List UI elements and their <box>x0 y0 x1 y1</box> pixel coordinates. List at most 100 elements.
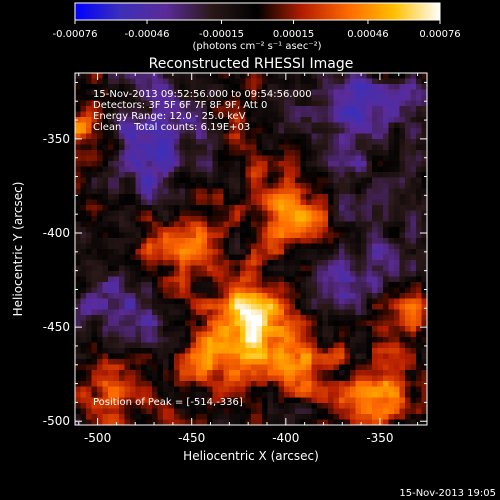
heatmap-cell <box>75 381 82 388</box>
heatmap-cell <box>311 375 318 382</box>
heatmap-cell <box>405 155 412 162</box>
heatmap-cell <box>366 84 373 91</box>
heatmap-cell <box>262 150 269 157</box>
heatmap-cell <box>102 348 109 355</box>
heatmap-cell <box>344 326 351 333</box>
heatmap-cell <box>328 117 335 124</box>
heatmap-cell <box>163 348 170 355</box>
heatmap-cell <box>278 210 285 217</box>
heatmap-cell <box>399 238 406 245</box>
heatmap-cell <box>234 73 241 80</box>
heatmap-cell <box>146 293 153 300</box>
heatmap-cell <box>190 106 197 113</box>
heatmap-cell <box>229 122 236 129</box>
heatmap-cell <box>223 243 230 250</box>
heatmap-cell <box>91 210 98 217</box>
heatmap-cell <box>91 89 98 96</box>
heatmap-cell <box>141 166 148 173</box>
heatmap-cell <box>377 271 384 278</box>
heatmap-cell <box>97 205 104 212</box>
heatmap-cell <box>130 265 137 272</box>
heatmap-cell <box>421 309 427 316</box>
heatmap-cell <box>344 227 351 234</box>
axis-ticks: -500 -450 -400 -350-500-450-400-350 <box>43 73 427 445</box>
heatmap-cell <box>152 221 159 228</box>
heatmap-cell <box>251 337 258 344</box>
heatmap-cell <box>245 260 252 267</box>
heatmap-cell <box>212 408 219 415</box>
heatmap-cell <box>245 282 252 289</box>
heatmap-cell <box>97 150 104 157</box>
heatmap-cell <box>256 161 263 168</box>
heatmap-cell <box>322 117 329 124</box>
heatmap-cell <box>366 194 373 201</box>
heatmap-cell <box>251 381 258 388</box>
heatmap-cell <box>256 375 263 382</box>
heatmap-cell <box>366 144 373 151</box>
heatmap-cell <box>75 348 82 355</box>
heatmap-cell <box>405 353 412 360</box>
heatmap-cell <box>135 238 142 245</box>
heatmap-cell <box>383 326 390 333</box>
heatmap-cell <box>344 265 351 272</box>
heatmap-cell <box>311 183 318 190</box>
heatmap-cell <box>179 232 186 239</box>
heatmap-cell <box>119 216 126 223</box>
heatmap-cell <box>152 194 159 201</box>
heatmap-cell <box>113 100 120 107</box>
heatmap-cell <box>317 238 324 245</box>
heatmap-cell <box>333 359 340 366</box>
heatmap-cell <box>251 227 258 234</box>
heatmap-cell <box>251 111 258 118</box>
heatmap-cell <box>223 260 230 267</box>
heatmap-cell <box>234 78 241 85</box>
heatmap-cell <box>218 205 225 212</box>
heatmap-cell <box>185 271 192 278</box>
heatmap-cell <box>113 304 120 311</box>
heatmap-cell <box>168 331 175 338</box>
heatmap-cell <box>108 111 115 118</box>
heatmap-cell <box>174 172 181 179</box>
heatmap-cell <box>168 238 175 245</box>
heatmap-cell <box>75 221 82 228</box>
heatmap-cell <box>207 144 214 151</box>
heatmap-cell <box>273 166 280 173</box>
heatmap-cell <box>218 260 225 267</box>
heatmap-cell <box>179 166 186 173</box>
heatmap-cell <box>201 221 208 228</box>
heatmap-cell <box>130 337 137 344</box>
heatmap-cell <box>355 216 362 223</box>
heatmap-cell <box>179 117 186 124</box>
heatmap-cell <box>108 133 115 140</box>
heatmap-cell <box>157 403 164 410</box>
heatmap-cell <box>405 364 412 371</box>
heatmap-cell <box>361 128 368 135</box>
heatmap-cell <box>190 188 197 195</box>
heatmap-cell <box>416 172 423 179</box>
heatmap-cell <box>317 392 324 399</box>
heatmap-cell <box>135 276 142 283</box>
heatmap-cell <box>355 95 362 102</box>
heatmap-cell <box>421 359 427 366</box>
heatmap-cell <box>102 227 109 234</box>
heatmap-cell <box>295 337 302 344</box>
heatmap-cell <box>267 166 274 173</box>
heatmap-cell <box>179 188 186 195</box>
heatmap-cell <box>399 375 406 382</box>
heatmap-cell <box>273 271 280 278</box>
heatmap-cell <box>372 133 379 140</box>
heatmap-cell <box>306 84 313 91</box>
heatmap-cell <box>421 375 427 382</box>
heatmap-cell <box>168 287 175 294</box>
heatmap-cell <box>394 254 401 261</box>
heatmap-cell <box>262 265 269 272</box>
heatmap-cell <box>278 276 285 283</box>
heatmap-cell <box>377 309 384 316</box>
heatmap-cell <box>295 315 302 322</box>
heatmap-cell <box>245 370 252 377</box>
heatmap-cell <box>174 304 181 311</box>
heatmap-cell <box>405 78 412 85</box>
heatmap-cell <box>267 419 274 425</box>
heatmap-cell <box>267 326 274 333</box>
heatmap-cell <box>333 84 340 91</box>
